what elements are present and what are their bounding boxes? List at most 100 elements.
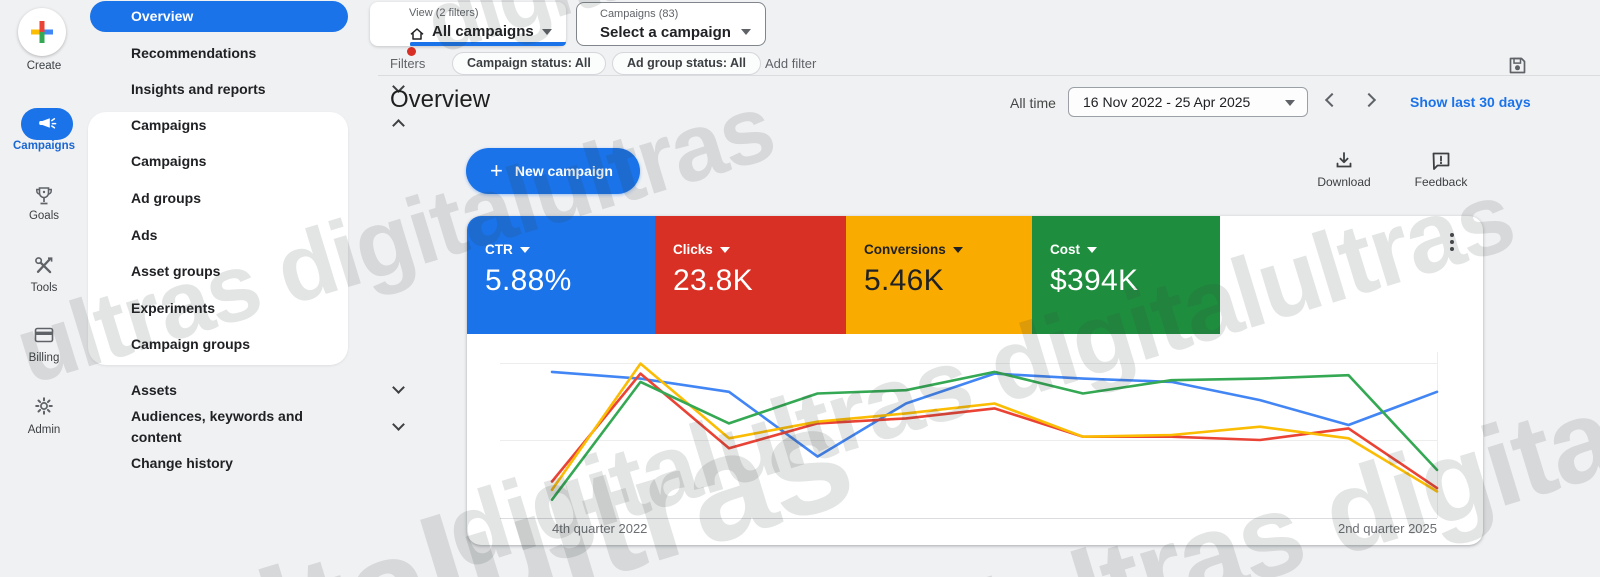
x-axis-line (500, 518, 1437, 519)
scorecard-clicks[interactable]: Clicks 23.8K (655, 216, 846, 334)
date-range-picker[interactable]: 16 Nov 2022 - 25 Apr 2025 (1068, 87, 1308, 117)
save-icon[interactable] (1506, 54, 1529, 77)
active-view-underline (410, 42, 566, 46)
nav-subitem-experiments[interactable]: Experiments (131, 300, 216, 316)
page-title: Overview (390, 86, 491, 113)
caret-down-icon[interactable] (719, 246, 730, 253)
goals-button[interactable] (33, 185, 55, 209)
notification-dot (407, 47, 416, 56)
overview-chart-card: CTR 5.88% Clicks 23.8K Conversions 5.46K… (467, 216, 1483, 545)
new-campaign-label: New campaign (514, 163, 613, 179)
download-button[interactable]: Download (1302, 150, 1386, 189)
gear-icon (35, 397, 53, 415)
nav-subitem-ad-groups[interactable]: Ad groups (131, 190, 201, 206)
nav-subitem-asset-groups[interactable]: Asset groups (131, 263, 221, 279)
nav-item-overview[interactable]: Overview (90, 1, 348, 32)
scorecard-ctr[interactable]: CTR 5.88% (467, 216, 655, 334)
tools-icon (35, 257, 53, 274)
scorecard-value: $394K (1050, 264, 1139, 297)
chevron-down-icon[interactable] (392, 418, 405, 431)
nav-item-assets[interactable]: Assets (131, 382, 177, 398)
nav-item-audiences[interactable]: Audiences, keywords and content (131, 408, 303, 445)
scorecard-label: Conversions (864, 242, 946, 257)
scorecard-label: Clicks (673, 242, 713, 257)
scorecard-value: 5.46K (864, 264, 944, 297)
left-icon-rail: Create Campaigns Goals Tools Billing (0, 0, 88, 577)
kebab-menu-icon[interactable] (1443, 233, 1461, 257)
sidebar-item-campaigns[interactable] (21, 108, 73, 140)
timeseries-chart[interactable] (550, 352, 1439, 518)
rail-label-create: Create (26, 60, 62, 72)
nav-item-campaigns-parent[interactable]: Campaigns (131, 117, 207, 133)
chart-line-conversions (550, 362, 1439, 493)
rail-label-tools: Tools (30, 282, 58, 294)
date-range-preset-label: All time (1010, 95, 1056, 111)
show-last-30-days-link[interactable]: Show last 30 days (1410, 94, 1531, 110)
campaign-selector[interactable]: Campaigns (83) Select a campaign (576, 2, 766, 46)
campaign-selector-value: Select a campaign (600, 24, 731, 41)
header-divider (378, 75, 1600, 76)
filters-label: Filters (390, 56, 426, 71)
feedback-button[interactable]: Feedback (1399, 150, 1483, 189)
previous-period-button[interactable] (1324, 92, 1340, 108)
download-icon (1336, 152, 1352, 168)
caret-down-icon[interactable] (519, 246, 530, 253)
scorecard-label: CTR (485, 242, 513, 257)
scorecard-cost[interactable]: Cost $394K (1032, 216, 1220, 334)
secondary-nav: Overview Recommendations Insights and re… (88, 0, 416, 577)
view-selector-value: All campaigns (432, 23, 534, 40)
download-label: Download (1317, 175, 1371, 189)
campaign-selector-label: Campaigns (83) (600, 8, 679, 20)
nav-subitem-campaign-groups[interactable]: Campaign groups (131, 336, 251, 352)
rail-label-billing: Billing (28, 352, 60, 364)
plus-icon (31, 21, 53, 43)
scorecard-value: 5.88% (485, 264, 572, 297)
plot-right-edge (1437, 352, 1438, 518)
chart-line-ctr (550, 370, 1439, 458)
view-selector[interactable]: View (2 filters) All campaigns (370, 2, 566, 46)
billing-button[interactable] (33, 325, 55, 345)
view-selector-label: View (2 filters) (409, 7, 479, 19)
rail-label-campaigns: Campaigns (13, 140, 75, 152)
scorecard-value: 23.8K (673, 264, 753, 297)
scorecard-conversions[interactable]: Conversions 5.46K (846, 216, 1032, 334)
trophy-icon (36, 187, 52, 205)
caret-down-icon (741, 29, 751, 35)
tools-button[interactable] (33, 255, 55, 277)
credit-card-icon (34, 327, 54, 343)
x-axis-label-start: 4th quarter 2022 (552, 521, 648, 536)
caret-down-icon (542, 29, 552, 35)
nav-item-change-history[interactable]: Change history (131, 455, 233, 471)
x-axis-label-end: 2nd quarter 2025 (1337, 521, 1437, 536)
feedback-icon (1432, 152, 1450, 170)
nav-item-recommendations[interactable]: Recommendations (131, 45, 257, 61)
nav-item-insights-and-reports[interactable]: Insights and reports (131, 81, 266, 97)
nav-subitem-ads[interactable]: Ads (131, 227, 158, 243)
rail-label-goals: Goals (28, 210, 60, 222)
filter-chip-campaign-status[interactable]: Campaign status: All (452, 52, 606, 75)
chart-line-cost (550, 370, 1439, 501)
gridline (500, 363, 1437, 364)
admin-button[interactable] (33, 395, 55, 417)
date-range-value: 16 Nov 2022 - 25 Apr 2025 (1083, 94, 1251, 110)
next-period-button[interactable] (1361, 92, 1377, 108)
add-filter-button[interactable]: Add filter (765, 56, 817, 71)
megaphone-icon (39, 118, 57, 129)
feedback-label: Feedback (1414, 175, 1468, 189)
create-button[interactable] (18, 8, 66, 56)
rail-label-admin: Admin (27, 424, 61, 436)
plus-icon: + (490, 158, 503, 183)
chevron-down-icon[interactable] (392, 381, 405, 394)
scorecard-label: Cost (1050, 242, 1080, 257)
caret-down-icon (1285, 100, 1295, 106)
home-icon (410, 28, 424, 40)
filter-chip-ad-group-status[interactable]: Ad group status: All (612, 52, 761, 75)
chart-line-clicks (550, 372, 1439, 490)
campaigns-submenu-card (88, 112, 348, 365)
gridline (500, 440, 1437, 441)
nav-subitem-campaigns[interactable]: Campaigns (131, 153, 207, 169)
caret-down-icon[interactable] (1087, 246, 1097, 253)
chevron-up-icon[interactable] (392, 119, 405, 132)
caret-down-icon[interactable] (952, 246, 963, 253)
new-campaign-button[interactable]: + New campaign (466, 148, 640, 194)
